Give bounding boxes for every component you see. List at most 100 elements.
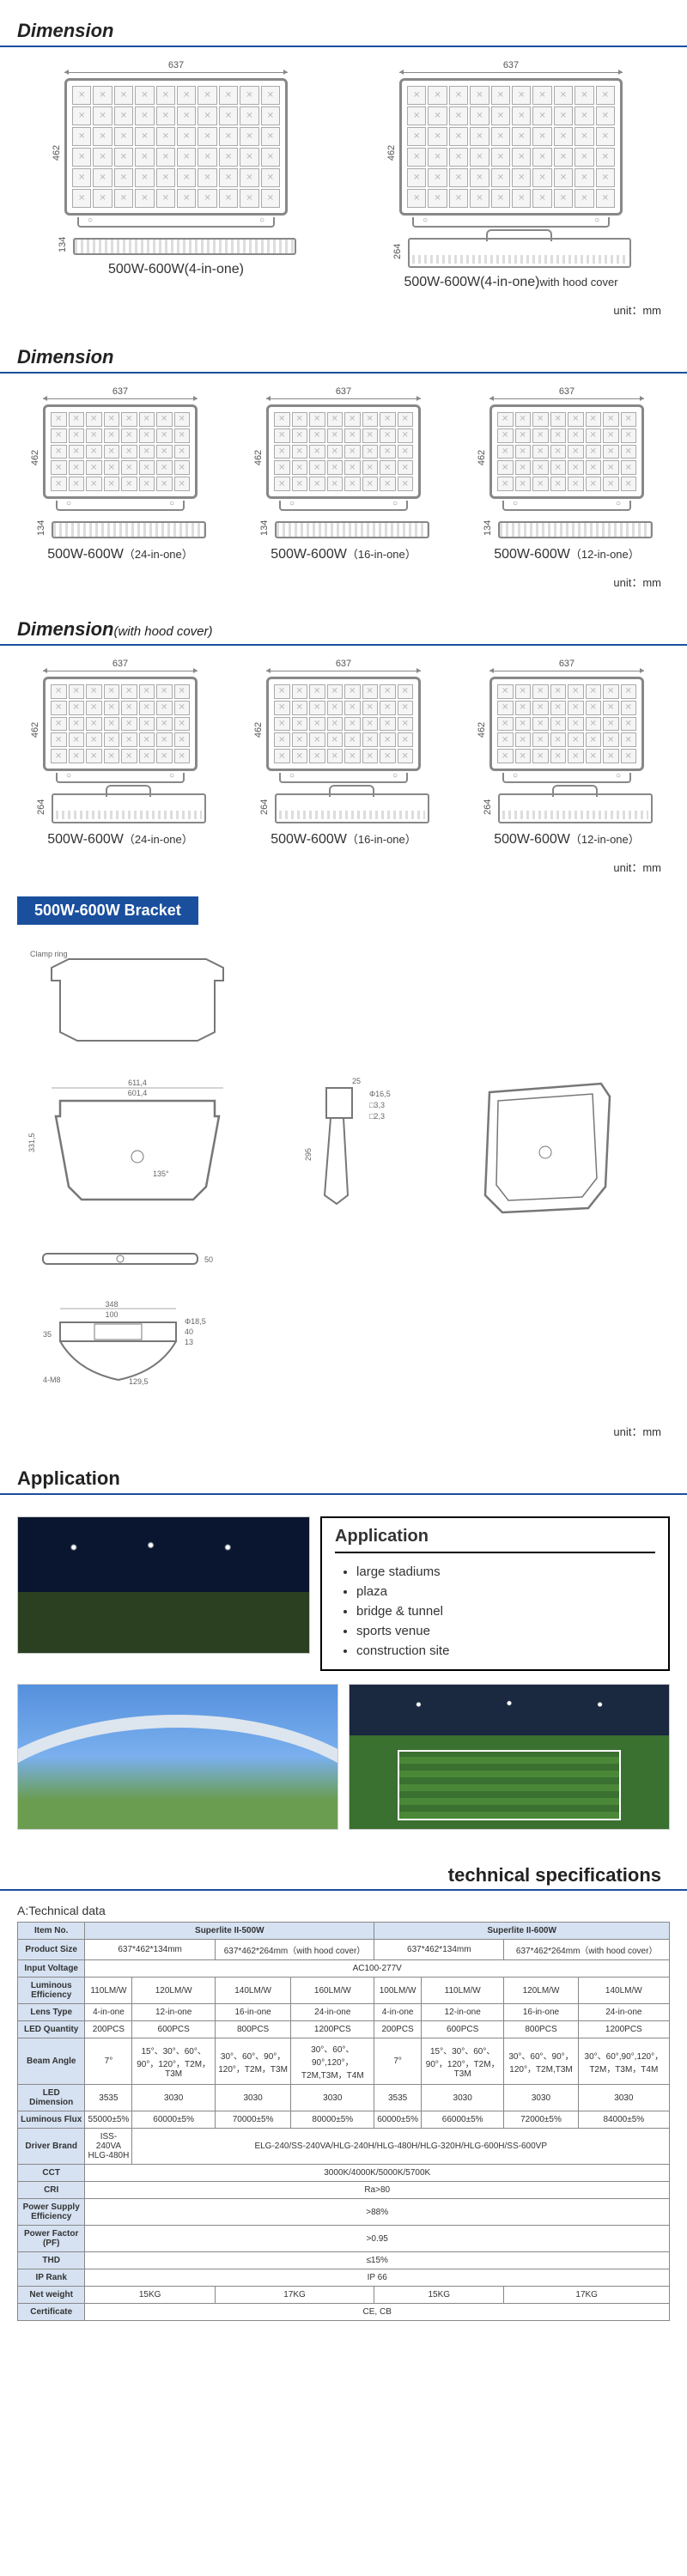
dim-width: 637 (64, 60, 288, 73)
spec-cell: 80000±5% (291, 2111, 374, 2129)
app-image-stadium-blue (17, 1684, 338, 1830)
spec-cell: >88% (85, 2199, 670, 2226)
led-panel (43, 677, 198, 771)
row-label: CCT (18, 2165, 85, 2182)
row-label: Luminous Flux (18, 2111, 85, 2129)
row-label: Beam Angle (18, 2038, 85, 2085)
spec-cell: 800PCS (215, 2021, 291, 2038)
spec-cell: CE, CB (85, 2304, 670, 2321)
spec-cell: 200PCS (85, 2021, 132, 2038)
spec-cell: 3535 (374, 2085, 422, 2111)
unit-label-2: unit：mm (0, 569, 687, 598)
spec-cell: 7° (374, 2038, 422, 2085)
side-view: 134 (464, 521, 670, 538)
unit-label-1: unit：mm (0, 297, 687, 326)
product-caption: 500W-600W(4-in-one)with hood cover (352, 268, 670, 297)
product-drawing: 637462264500W-600W（16-in-one） (240, 659, 447, 854)
unit-label-4: unit：mm (0, 1419, 687, 1448)
spec-cell: 16-in-one (504, 2004, 578, 2021)
spec-cell: 4-in-one (85, 2004, 132, 2021)
spec-cell: 72000±5% (504, 2111, 578, 2129)
svg-text:295: 295 (304, 1148, 313, 1161)
spec-cell: 17KG (215, 2287, 374, 2304)
spec-cell: 3030 (132, 2085, 215, 2111)
spec-cell: 3030 (504, 2085, 578, 2111)
row-label: LED Quantity (18, 2021, 85, 2038)
dim-width: 637 (266, 386, 421, 399)
spec-cell: 110LM/W (421, 1978, 503, 2004)
product-caption: 500W-600W（16-in-one） (240, 538, 447, 569)
product-drawing: 637462134500W-600W（24-in-one） (17, 386, 223, 569)
svg-text:611,4: 611,4 (128, 1078, 147, 1087)
svg-text:Φ16,5: Φ16,5 (369, 1090, 391, 1098)
svg-text:100: 100 (105, 1310, 118, 1319)
spec-cell: 800PCS (504, 2021, 578, 2038)
spec-cell: ELG-240/SS-240VA/HLG-240H/HLG-480H/HLG-3… (132, 2129, 670, 2165)
spec-cell: 16-in-one (215, 2004, 291, 2021)
product-drawing: 637462134500W-600W（12-in-one） (464, 386, 670, 569)
spec-cell: 600PCS (421, 2021, 503, 2038)
section-bracket: 500W-600W Bracket (17, 896, 198, 925)
led-panel (64, 78, 288, 216)
spec-cell: IP 66 (85, 2269, 670, 2287)
spec-cell: 637*462*264mm（with hood cover） (504, 1940, 670, 1960)
led-panel (489, 677, 644, 771)
spec-cell: 15°、30°、60°、90°，120°，T2M，T3M (421, 2038, 503, 2085)
spec-cell: 1200PCS (578, 2021, 669, 2038)
dim-height: 462 (386, 145, 397, 161)
bracket-base-view: 348 100 35 4-M8 129,5 Φ18,5 40 13 (26, 1298, 232, 1393)
spec-cell: 15°、30°、60°、90°，120°，T2M，T3M (132, 2038, 215, 2085)
spec-cell: 24-in-one (578, 2004, 669, 2021)
dim-width: 637 (489, 659, 644, 671)
app-image-stadium-night (17, 1516, 310, 1654)
led-panel (399, 78, 623, 216)
tech-sub-label: A:Technical data (0, 1899, 687, 1922)
col-600w: Superlite II-600W (374, 1923, 670, 1940)
spec-cell: Ra>80 (85, 2182, 670, 2199)
svg-text:331,5: 331,5 (27, 1133, 36, 1152)
app-list-item: construction site (356, 1641, 655, 1661)
svg-text:4-M8: 4-M8 (43, 1376, 61, 1384)
spec-cell: 12-in-one (132, 2004, 215, 2021)
spec-cell: 15KG (85, 2287, 215, 2304)
svg-text:25: 25 (352, 1077, 361, 1085)
led-panel (266, 404, 421, 499)
dim-height: 462 (477, 722, 487, 738)
side-view: 264 (352, 238, 670, 268)
row-label: LED Dimension (18, 2085, 85, 2111)
product-drawing: 637462134500W-600W（16-in-one） (240, 386, 447, 569)
spec-cell: 4-in-one (374, 2004, 422, 2021)
spec-cell: 140LM/W (215, 1978, 291, 2004)
spec-cell: 66000±5% (421, 2111, 503, 2129)
dim-height: 462 (30, 722, 40, 738)
product-caption: 500W-600W（12-in-one） (464, 538, 670, 569)
spec-cell: 1200PCS (291, 2021, 374, 2038)
bracket-bar-view: 50 (26, 1238, 215, 1281)
spec-cell: 70000±5% (215, 2111, 291, 2129)
spec-cell: >0.95 (85, 2226, 670, 2252)
col-500w: Superlite II-500W (85, 1923, 374, 1940)
svg-text:13: 13 (185, 1338, 193, 1346)
dim-width: 637 (43, 386, 198, 399)
bracket-top-outline: Clamp ring (26, 946, 249, 1049)
svg-text:348: 348 (105, 1300, 118, 1309)
spec-cell: 637*462*264mm（with hood cover） (215, 1940, 374, 1960)
svg-text:135°: 135° (153, 1170, 169, 1178)
side-view: 134 (240, 521, 447, 538)
spec-cell: 3030 (578, 2085, 669, 2111)
led-panel (43, 404, 198, 499)
application-box: Application large stadiumsplazabridge & … (320, 1516, 670, 1671)
app-list-item: plaza (356, 1582, 655, 1601)
svg-text:□2,3: □2,3 (369, 1112, 385, 1121)
section-dimension-2: Dimension (0, 339, 687, 374)
spec-cell: 30°、60°、90°，120°，T2M，T3M (215, 2038, 291, 2085)
dim-height: 462 (52, 145, 62, 161)
app-box-title: Application (335, 1527, 655, 1553)
dim-height: 462 (477, 450, 487, 465)
row-label: Luminous Efficiency (18, 1978, 85, 2004)
spec-cell: 100LM/W (374, 1978, 422, 2004)
spec-cell: 12-in-one (421, 2004, 503, 2021)
svg-text:50: 50 (204, 1255, 213, 1264)
svg-text:Clamp ring: Clamp ring (30, 950, 68, 958)
bracket-side-detail: 25 Φ16,5 □3,3 □2,3 295 (301, 1075, 421, 1212)
